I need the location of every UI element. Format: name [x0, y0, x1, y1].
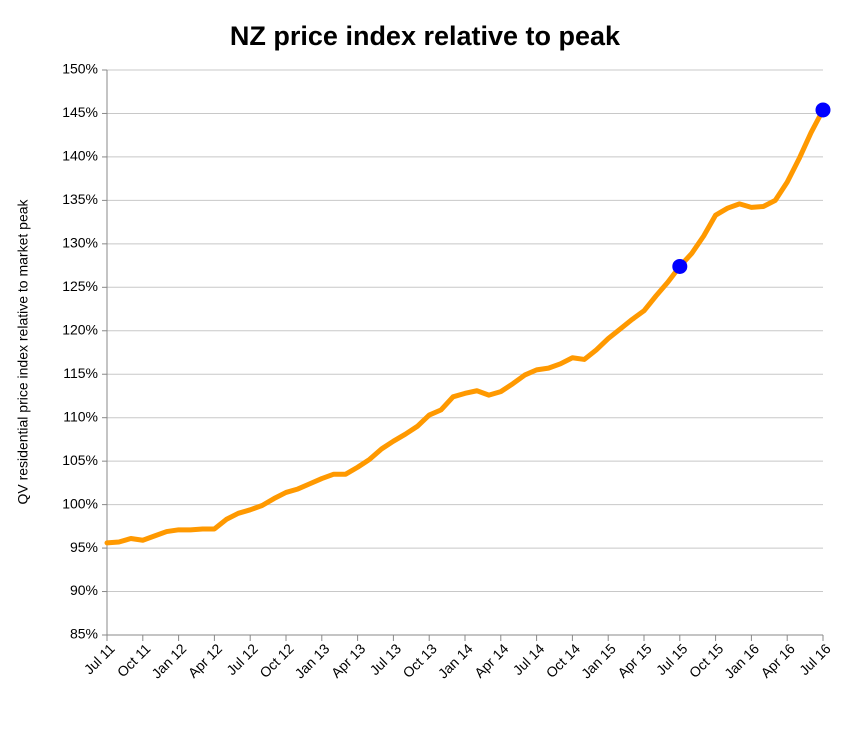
y-tick-label: 140% — [62, 148, 98, 164]
x-tick-label: Apr 14 — [471, 640, 512, 681]
x-tick-label: Oct 14 — [543, 640, 584, 681]
y-tick-label: 115% — [63, 365, 98, 381]
y-tick-label: 95% — [70, 539, 98, 555]
x-tick-label: Oct 15 — [686, 640, 727, 681]
x-tick-label: Oct 12 — [256, 640, 297, 681]
y-tick-label: 130% — [62, 235, 98, 251]
x-tick-label: Jul 13 — [366, 640, 404, 678]
x-tick-label: Jul 11 — [81, 640, 118, 677]
y-tick-label: 85% — [70, 626, 98, 642]
x-tick-label: Jan 12 — [148, 640, 189, 681]
x-tick-label: Oct 11 — [114, 640, 154, 680]
y-tick-label: 135% — [62, 191, 98, 207]
y-tick-label: 105% — [62, 452, 98, 468]
x-tick-label: Jan 13 — [291, 640, 332, 681]
data-point — [672, 258, 688, 274]
x-tick-label: Jul 15 — [653, 640, 691, 678]
x-tick-label: Apr 16 — [757, 640, 798, 681]
x-tick-label: Jul 12 — [223, 640, 261, 678]
x-tick-label: Jul 14 — [510, 640, 548, 678]
x-tick-label: Jan 16 — [721, 640, 762, 681]
x-tick-label: Jul 16 — [796, 640, 834, 678]
y-tick-label: 120% — [62, 321, 98, 337]
y-tick-label: 110% — [63, 408, 98, 424]
y-tick-label: 100% — [62, 495, 98, 511]
y-tick-label: 125% — [62, 278, 98, 294]
x-tick-label: Oct 13 — [399, 640, 440, 681]
y-tick-label: 150% — [62, 61, 98, 77]
x-tick-label: Apr 12 — [185, 640, 226, 681]
x-tick-label: Jan 14 — [435, 640, 476, 681]
x-tick-label: Apr 13 — [328, 640, 369, 681]
chart-title: NZ price index relative to peak — [230, 21, 621, 51]
data-point — [815, 102, 831, 118]
x-tick-label: Jan 15 — [578, 640, 619, 681]
data-line — [104, 107, 826, 546]
y-tick-label: 90% — [70, 582, 98, 598]
y-tick-label: 145% — [62, 104, 98, 120]
x-tick-label: Apr 15 — [614, 640, 655, 681]
y-axis-label: QV residential price index relative to m… — [15, 198, 31, 504]
